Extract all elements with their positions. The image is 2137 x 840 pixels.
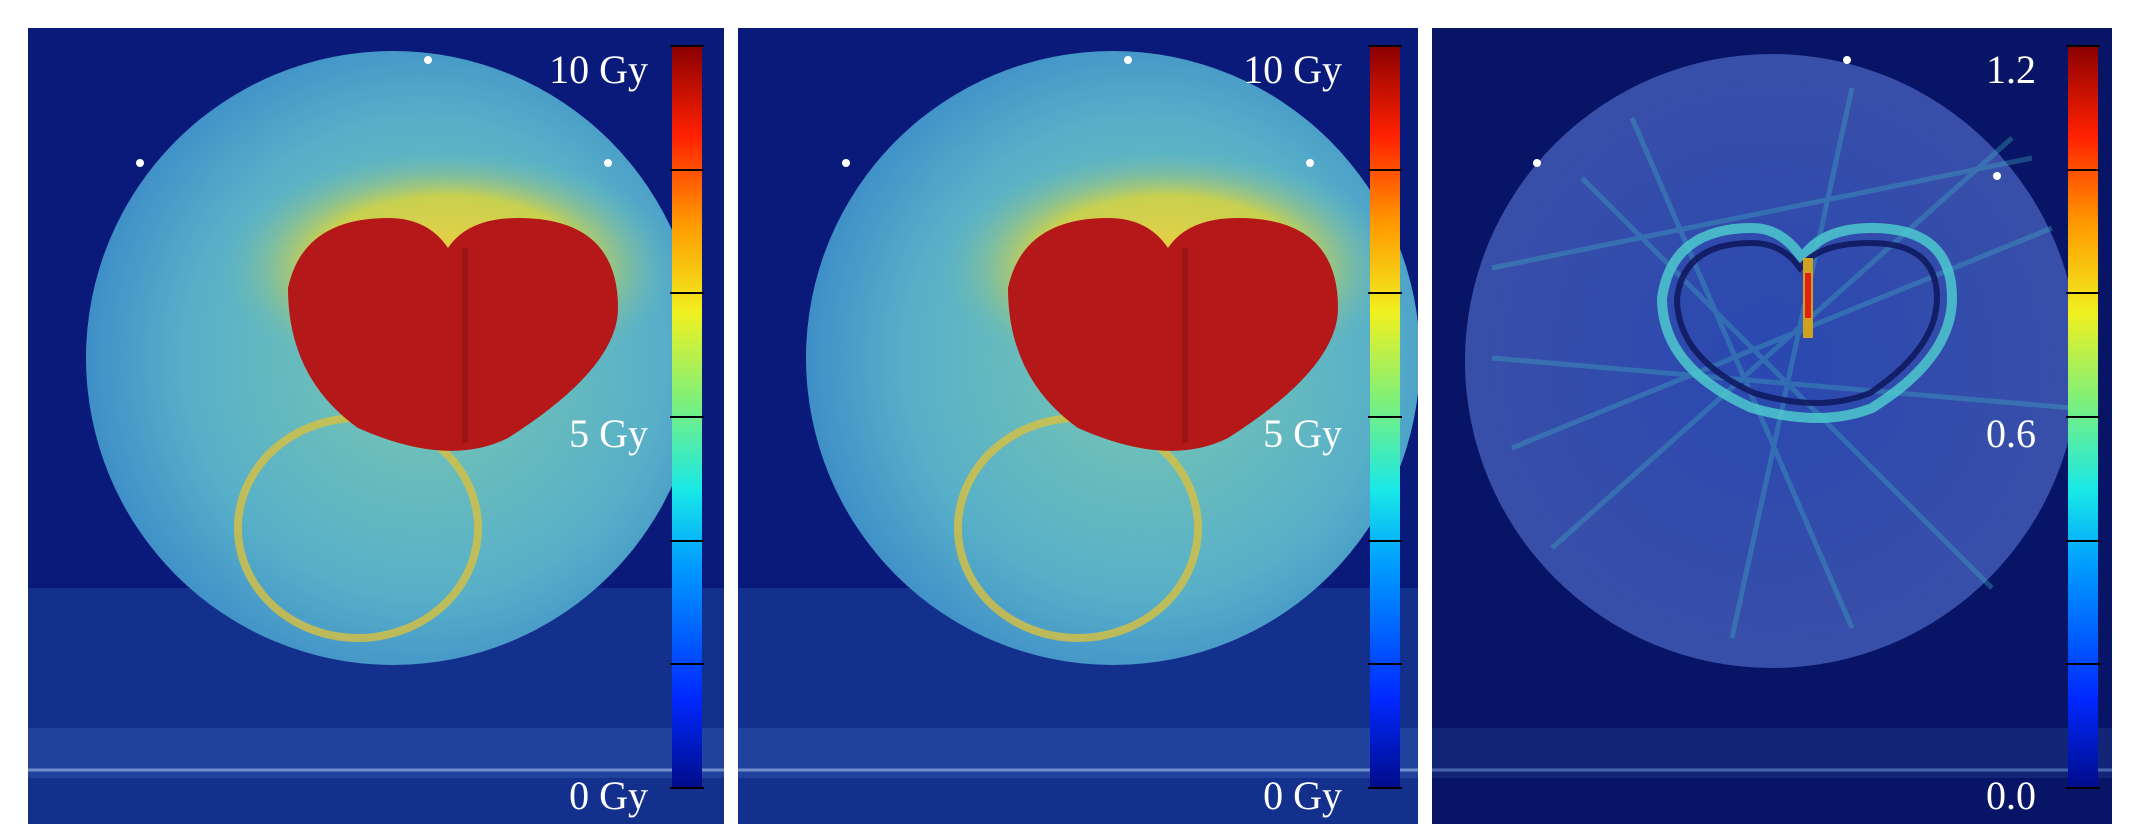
colorbar-mid-label: 0.6 (1986, 411, 2036, 456)
colorbar-tick (2066, 416, 2100, 418)
colorbar-tick (2066, 540, 2100, 542)
colorbar-min-label: 0.0 (1986, 773, 2036, 818)
difference-map-image (1432, 28, 2112, 824)
colorbar-mid-label: 5 Gy (1263, 411, 1342, 456)
dose-map-image (738, 28, 1418, 824)
dose-panel-comparison: 10 Gy 5 Gy 0 Gy (738, 28, 1418, 824)
high-dose-region (1008, 218, 1338, 451)
dose-map-image (28, 28, 724, 824)
colorbar-tick (1368, 169, 1402, 171)
colorbar-min-label: 0 Gy (569, 773, 648, 818)
phantom-disc (1465, 54, 2079, 668)
colorbar (2066, 45, 2100, 789)
colorbar-tick (670, 45, 704, 47)
colorbar-tick (670, 787, 704, 789)
colorbar-tick (670, 540, 704, 542)
colorbar-mid-label: 5 Gy (569, 411, 648, 456)
colorbar-tick (670, 169, 704, 171)
dose-panel-reference: 10 Gy 5 Gy 0 Gy (28, 28, 724, 824)
colorbar-tick (2066, 45, 2100, 47)
colorbar-tick (1368, 540, 1402, 542)
colorbar-max-label: 10 Gy (1243, 47, 1342, 92)
colorbar-tick (1368, 663, 1402, 665)
colorbar-max-label: 10 Gy (549, 47, 648, 92)
colorbar-tick (1368, 787, 1402, 789)
high-dose-region (288, 218, 618, 451)
colorbar-tick (2066, 169, 2100, 171)
colorbar-max-label: 1.2 (1986, 47, 2036, 92)
colorbar-tick (2066, 292, 2100, 294)
colorbar-tick (670, 292, 704, 294)
colorbar-tick (1368, 416, 1402, 418)
colorbar-tick (1368, 45, 1402, 47)
colorbar-tick (2066, 787, 2100, 789)
colorbar-tick (670, 663, 704, 665)
colorbar-tick (1368, 292, 1402, 294)
colorbar (1368, 45, 1402, 789)
difference-panel: 1.2 0.6 0.0 (1432, 28, 2112, 824)
colorbar-min-label: 0 Gy (1263, 773, 1342, 818)
colorbar-tick (2066, 663, 2100, 665)
colorbar-tick (670, 416, 704, 418)
colorbar (670, 45, 704, 789)
